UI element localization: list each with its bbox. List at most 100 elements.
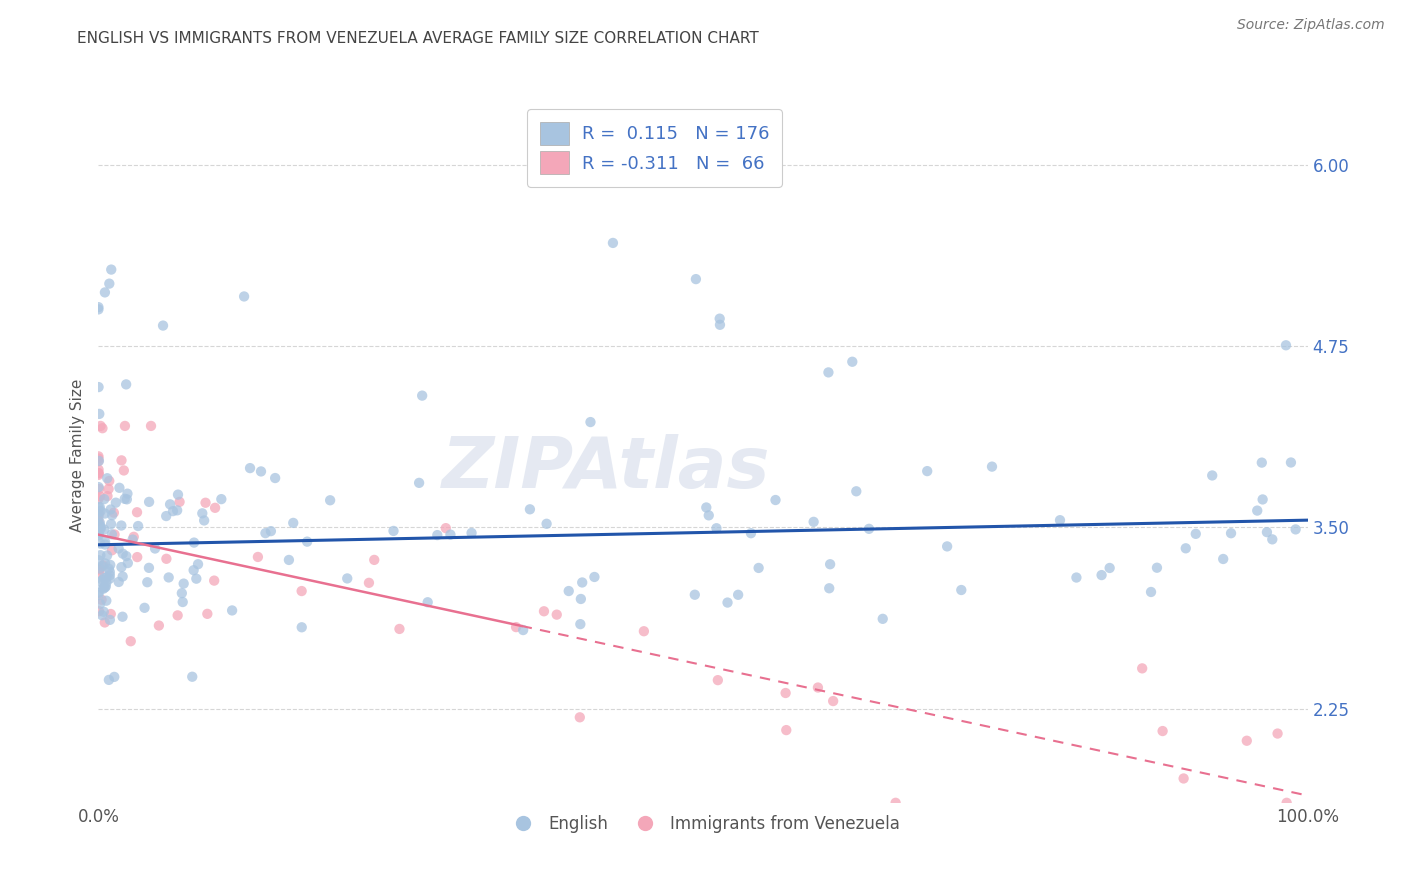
Point [89, 516, 111, 530]
Point [93, 523, 115, 537]
Point [191, 506, 214, 520]
Point [121, 533, 143, 547]
Point [1251, 492, 1274, 507]
Point [727, 588, 749, 602]
Point [87, 480, 110, 494]
Point [1256, 525, 1278, 540]
Point [111, 569, 134, 583]
Point [1279, 455, 1302, 469]
Point [89, 597, 111, 611]
Point [1066, 570, 1088, 584]
Point [167, 487, 190, 501]
Point [87, 467, 110, 481]
Point [936, 540, 959, 554]
Point [183, 535, 205, 549]
Point [114, 491, 136, 506]
Point [89, 489, 111, 503]
Point [460, 525, 482, 540]
Point [96, 471, 118, 485]
Point [87, 510, 110, 524]
Point [87, 604, 110, 618]
Point [87, 300, 110, 314]
Y-axis label: Average Family Size: Average Family Size [69, 378, 84, 532]
Point [110, 560, 132, 574]
Point [1246, 503, 1268, 517]
Point [94, 285, 117, 300]
Point [98, 568, 121, 582]
Point [87, 514, 110, 528]
Point [122, 530, 145, 544]
Point [96, 549, 118, 563]
Point [94, 615, 117, 630]
Point [87, 463, 110, 477]
Point [90, 504, 112, 518]
Point [90, 520, 112, 534]
Point [1130, 661, 1153, 675]
Point [114, 418, 136, 433]
Point [87, 506, 110, 520]
Point [87, 451, 110, 466]
Point [683, 588, 706, 602]
Point [111, 547, 134, 561]
Point [89, 548, 111, 562]
Point [183, 563, 205, 577]
Point [87, 450, 110, 464]
Point [519, 502, 541, 516]
Point [1146, 560, 1168, 574]
Point [93, 492, 115, 507]
Point [1201, 468, 1223, 483]
Point [115, 549, 138, 563]
Point [94, 507, 117, 521]
Point [170, 586, 193, 600]
Point [111, 609, 134, 624]
Point [107, 541, 129, 556]
Point [100, 502, 122, 516]
Point [195, 607, 218, 621]
Point [101, 527, 124, 541]
Point [87, 380, 110, 394]
Point [87, 553, 110, 567]
Point [1261, 533, 1284, 547]
Point [277, 553, 299, 567]
Point [96, 575, 118, 590]
Point [89, 517, 111, 532]
Point [87, 302, 110, 317]
Point [134, 600, 156, 615]
Point [1098, 561, 1121, 575]
Point [1174, 541, 1197, 556]
Point [254, 526, 277, 541]
Point [89, 574, 111, 589]
Point [426, 528, 449, 542]
Point [98, 565, 121, 579]
Point [98, 474, 121, 488]
Point [357, 575, 380, 590]
Point [536, 516, 558, 531]
Point [166, 503, 188, 517]
Point [186, 572, 208, 586]
Point [697, 508, 720, 523]
Point [841, 355, 863, 369]
Point [98, 613, 121, 627]
Point [1049, 513, 1071, 527]
Point [204, 500, 226, 515]
Point [143, 541, 166, 556]
Point [1152, 724, 1174, 739]
Point [283, 516, 305, 530]
Point [246, 549, 269, 564]
Point [187, 558, 209, 572]
Point [1275, 796, 1298, 810]
Point [101, 508, 124, 523]
Point [93, 571, 115, 585]
Point [233, 289, 256, 303]
Point [89, 500, 111, 515]
Point [159, 497, 181, 511]
Point [97, 562, 120, 576]
Point [89, 565, 111, 579]
Point [775, 686, 797, 700]
Point [98, 277, 121, 291]
Point [110, 518, 132, 533]
Text: ZIPAtlas: ZIPAtlas [441, 434, 770, 503]
Point [110, 453, 132, 467]
Point [100, 517, 122, 532]
Point [115, 492, 138, 507]
